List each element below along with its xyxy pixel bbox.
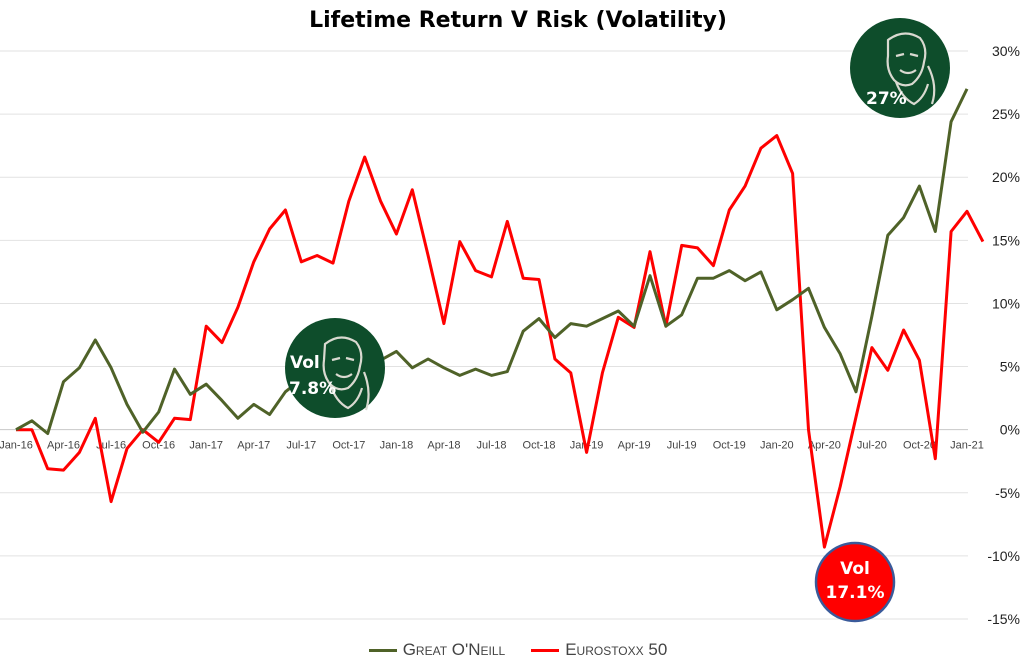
x-tick-label: Oct-16	[142, 440, 175, 452]
x-tick-label: Apr-19	[618, 440, 651, 452]
series-line-great-o-neill	[15, 88, 969, 435]
x-tick-label: Jan-21	[950, 440, 984, 452]
y-tick-label: -15%	[987, 611, 1020, 627]
x-tick-label: Apr-18	[427, 440, 460, 452]
portrait-icon	[322, 336, 370, 411]
x-tick-label: Apr-16	[47, 440, 80, 452]
legend-label-eurostoxx: Eurostoxx 50	[565, 640, 668, 659]
x-tick-label: Jul-16	[96, 440, 126, 452]
y-axis-ticks: 30% 25% 20% 15% 10% 5% 0% -5% -10% -15%	[987, 43, 1020, 627]
x-tick-label: Apr-20	[808, 440, 841, 452]
x-tick-label: Jan-18	[380, 440, 414, 452]
x-tick-label: Oct-18	[523, 440, 556, 452]
y-tick-label: 30%	[992, 43, 1020, 59]
annotation-badges: Vol 7.8% 27% Vol 17.1%	[285, 18, 950, 623]
y-tick-label: -10%	[987, 548, 1020, 564]
x-tick-label: Jan-20	[760, 440, 794, 452]
legend-item-eurostoxx: Eurostoxx 50	[531, 640, 667, 660]
x-axis-ticks: Jan-16 Apr-16 Jul-16 Oct-16 Jan-17 Apr-17 Jul-…	[0, 440, 984, 452]
x-tick-label: Oct-20	[903, 440, 936, 452]
y-tick-label: 10%	[992, 295, 1020, 311]
x-tick-label: Jul-20	[857, 440, 887, 452]
badge-line2: 27%	[866, 89, 907, 109]
volatility-badge-great-oneill: Vol 7.8%	[285, 318, 385, 418]
return-badge-great-oneill: 27%	[850, 18, 950, 118]
x-tick-label: Oct-19	[713, 440, 746, 452]
x-tick-label: Oct-17	[332, 440, 365, 452]
x-tick-label: Jan-17	[189, 440, 223, 452]
y-tick-label: 5%	[1000, 359, 1020, 375]
y-tick-label: 20%	[992, 169, 1020, 185]
y-tick-label: 15%	[992, 232, 1020, 248]
x-tick-label: Jul-19	[667, 440, 697, 452]
badge-line2: 7.8%	[289, 379, 336, 399]
legend-swatch-eurostoxx	[531, 648, 560, 652]
badge-line1: Vol	[840, 559, 870, 579]
chart-legend: Great O'Neill Eurostoxx 50	[0, 640, 1036, 660]
chart-title: Lifetime Return V Risk (Volatility)	[309, 8, 727, 33]
y-tick-label: -5%	[995, 485, 1020, 501]
portrait-icon	[886, 32, 936, 106]
y-tick-label: 0%	[1000, 422, 1020, 438]
legend-label-great-oneill: Great O'Neill	[402, 640, 506, 659]
grid-lines	[0, 50, 968, 620]
x-tick-label: Apr-17	[237, 440, 270, 452]
x-tick-label: Jan-16	[0, 440, 33, 452]
y-tick-label: 25%	[992, 106, 1020, 122]
badge-line2: 17.1%	[826, 583, 885, 603]
x-tick-label: Jul-17	[286, 440, 316, 452]
legend-item-great-oneill: Great O'Neill	[368, 640, 506, 660]
x-tick-label: Jul-18	[477, 440, 507, 452]
series-line-eurostoxx-50	[16, 134, 985, 549]
series-lines	[15, 88, 985, 549]
legend-swatch-great-oneill	[368, 648, 397, 652]
badge-line1: Vol	[290, 353, 320, 373]
volatility-badge-eurostoxx: Vol 17.1%	[814, 541, 896, 623]
